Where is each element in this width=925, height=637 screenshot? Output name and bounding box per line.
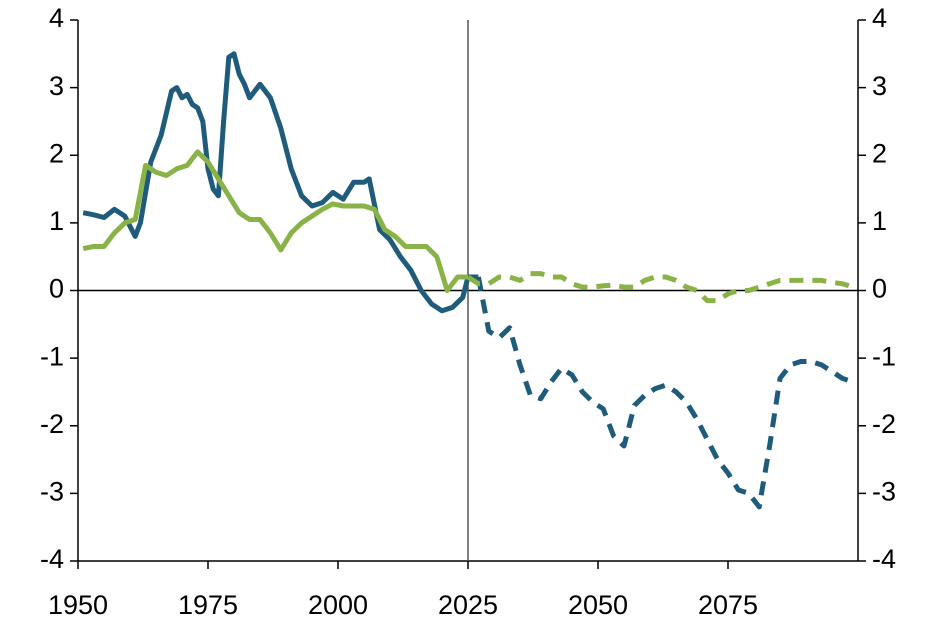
y2-tick-label: -1: [872, 341, 896, 371]
x-tick-label: 2075: [698, 590, 758, 620]
y2-tick-label: -3: [872, 477, 896, 507]
x-tick-label: 1975: [178, 590, 238, 620]
y-tick-label: -2: [40, 409, 64, 439]
y2-tick-label: 1: [872, 206, 887, 236]
y-tick-label: -4: [40, 544, 64, 574]
y-tick-label: 4: [49, 3, 64, 33]
x-tick-label: 1950: [48, 590, 108, 620]
y-tick-label: 2: [49, 138, 64, 168]
y-tick-label: 3: [49, 71, 64, 101]
y-tick-label: 1: [49, 206, 64, 236]
x-tick-label: 2000: [308, 590, 368, 620]
x-tick-label: 2025: [438, 590, 498, 620]
y2-tick-label: -2: [872, 409, 896, 439]
y2-tick-label: 2: [872, 138, 887, 168]
series-line: [475, 276, 854, 510]
series-line: [82, 51, 479, 314]
x-tick-label: 2050: [568, 590, 628, 620]
y-tick-label: 0: [49, 274, 64, 304]
y2-tick-label: 3: [872, 71, 887, 101]
series-line: [466, 271, 854, 304]
y2-tick-label: 0: [872, 274, 887, 304]
y2-tick-label: 4: [872, 3, 887, 33]
y-tick-label: -1: [40, 341, 64, 371]
series-line: [82, 149, 468, 293]
y2-tick-label: -4: [872, 544, 896, 574]
y-tick-label: -3: [40, 477, 64, 507]
